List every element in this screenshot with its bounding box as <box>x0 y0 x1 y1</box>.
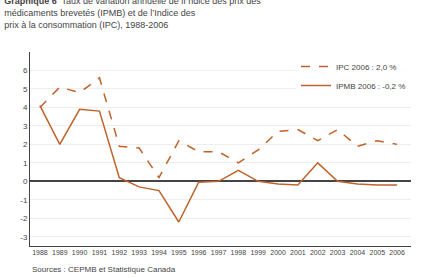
svg-text:1988: 1988 <box>32 249 48 256</box>
svg-text:2004: 2004 <box>350 249 366 256</box>
svg-text:2001: 2001 <box>290 249 306 256</box>
svg-text:1994: 1994 <box>151 249 167 256</box>
svg-text:0: 0 <box>23 177 28 186</box>
svg-text:4: 4 <box>23 103 28 112</box>
svg-text:1991: 1991 <box>92 249 108 256</box>
svg-text:1990: 1990 <box>72 249 88 256</box>
svg-text:1997: 1997 <box>211 249 227 256</box>
svg-text:1995: 1995 <box>171 249 187 256</box>
svg-text:2003: 2003 <box>330 249 346 256</box>
svg-text:1993: 1993 <box>131 249 147 256</box>
svg-text:1996: 1996 <box>191 249 207 256</box>
svg-text:Graphique 6 Taux de variation: Graphique 6 Taux de variation annuelle d… <box>4 0 261 30</box>
svg-text:-2: -2 <box>20 214 28 223</box>
svg-text:5: 5 <box>23 85 28 94</box>
svg-text:2000: 2000 <box>270 249 286 256</box>
svg-text:6: 6 <box>23 66 28 75</box>
svg-text:2: 2 <box>23 140 28 149</box>
svg-text:1: 1 <box>23 159 28 168</box>
svg-text:2005: 2005 <box>369 249 385 256</box>
svg-text:IPMB 2006 : -0,2 %: IPMB 2006 : -0,2 % <box>336 82 405 91</box>
svg-text:1998: 1998 <box>231 249 247 256</box>
svg-text:3: 3 <box>23 122 28 131</box>
svg-text:1992: 1992 <box>112 249 128 256</box>
svg-text:IPC 2006 : 2,0 %: IPC 2006 : 2,0 % <box>336 63 396 72</box>
svg-text:2002: 2002 <box>310 249 326 256</box>
svg-text:Sources : CEPMB et Statistique: Sources : CEPMB et Statistique Canada <box>32 265 176 274</box>
svg-text:1989: 1989 <box>52 249 68 256</box>
svg-text:-1: -1 <box>20 196 28 205</box>
svg-text:2006: 2006 <box>389 249 405 256</box>
svg-text:1999: 1999 <box>250 249 266 256</box>
svg-text:-3: -3 <box>20 233 28 242</box>
